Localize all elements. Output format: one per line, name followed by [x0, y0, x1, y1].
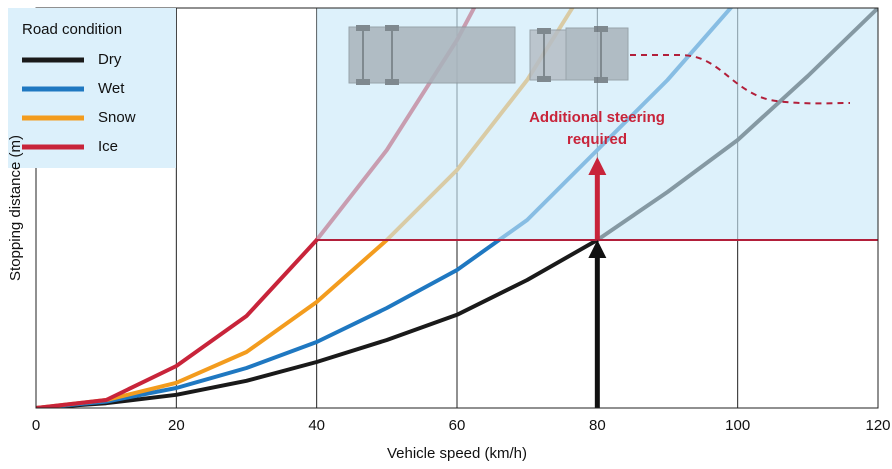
legend-label: Snow	[98, 109, 136, 126]
legend-label: Dry	[98, 51, 122, 68]
annotation: Additional steering	[529, 109, 665, 126]
legend-label: Ice	[98, 138, 118, 155]
y-axis-label: Stopping distance (m)	[7, 135, 24, 281]
x-tick-label: 80	[589, 417, 606, 434]
truck-icon	[349, 25, 628, 85]
legend-label: Wet	[98, 80, 125, 97]
x-tick-label: 0	[32, 417, 40, 434]
x-tick-label: 60	[449, 417, 466, 434]
chart: 0 20 40 60 80 100 120 Road condition Dry Wet Sno…	[0, 0, 892, 469]
annotation: required	[567, 131, 627, 148]
x-axis-label: Vehicle speed (km/h)	[387, 445, 527, 462]
legend-title: Road condition	[22, 21, 122, 38]
x-tick-label: 40	[308, 417, 325, 434]
x-tick-label: 20	[168, 417, 185, 434]
x-tick-label: 100	[725, 417, 750, 434]
x-tick-label: 120	[865, 417, 890, 434]
